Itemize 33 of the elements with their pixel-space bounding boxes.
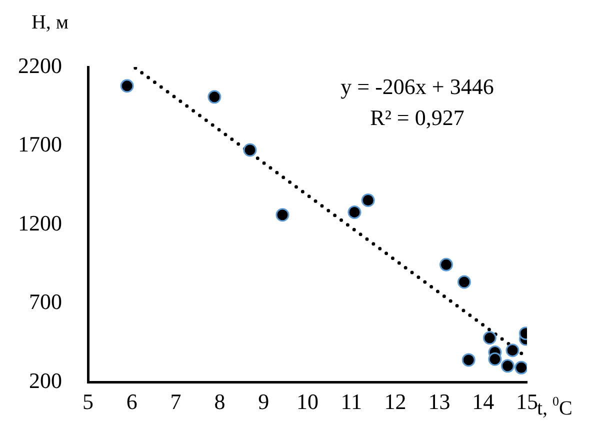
y-tick-label: 200	[29, 368, 62, 393]
point	[361, 193, 375, 207]
y-tick-label: 700	[29, 289, 62, 314]
x-tick-label: 15	[516, 388, 538, 414]
x-tick-label: 12	[384, 388, 406, 414]
x-tick-label: 7	[170, 388, 182, 414]
y-tick-label: 2200	[18, 52, 62, 78]
point	[208, 90, 222, 104]
annotation: R² = 0,927	[370, 104, 464, 130]
x-tick-label: 5	[82, 388, 94, 414]
point	[243, 143, 257, 157]
x-tick-label: 9	[258, 388, 270, 414]
point	[462, 353, 476, 367]
point	[514, 360, 527, 374]
x-tick-label: 8	[214, 388, 226, 414]
point	[348, 205, 362, 219]
point	[457, 275, 471, 289]
x-tick-label: 10	[296, 388, 318, 414]
x-tick-label: 13	[428, 388, 450, 414]
point	[488, 352, 502, 366]
point	[500, 359, 514, 373]
point	[276, 208, 290, 222]
x-tick-label: 14	[472, 388, 494, 414]
x-tick-label: 11	[340, 388, 362, 414]
x-tick-label: 6	[126, 388, 138, 414]
point	[439, 258, 453, 272]
y-axis-title: H, м	[31, 11, 69, 34]
point	[120, 79, 134, 93]
y-tick-label: 1700	[18, 132, 62, 157]
point	[482, 331, 496, 345]
y-tick-label: 1200	[18, 210, 62, 236]
point	[506, 344, 520, 358]
annotation: y = -206x + 3446	[340, 74, 494, 99]
